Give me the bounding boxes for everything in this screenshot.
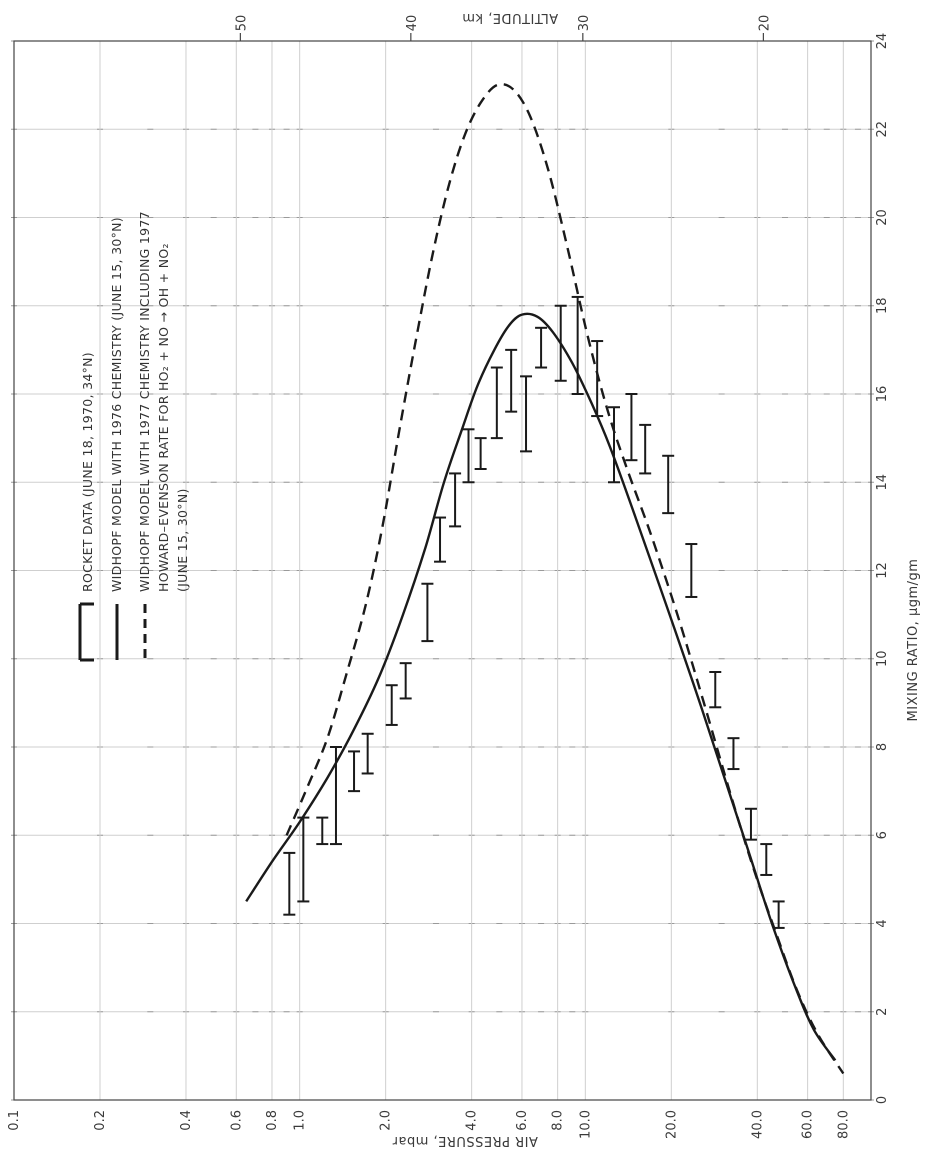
- x-tick-label: 24: [875, 33, 890, 50]
- x-tick-label: 6: [875, 831, 890, 839]
- y-tick-label: 2.0: [379, 1110, 394, 1131]
- series-1977-dashed-line: [285, 82, 845, 1075]
- rocket-error-bar: [399, 662, 412, 700]
- series-1976-solid-line: [245, 312, 837, 1061]
- rocket-data-error-bars: [283, 295, 785, 929]
- rocket-error-bar: [434, 516, 447, 563]
- series-layer: [245, 82, 845, 1075]
- rocket-error-bar: [316, 816, 329, 846]
- y2-axis-title: ALTITUDE, km: [462, 10, 558, 25]
- y-tick-label: 0.1: [7, 1110, 22, 1131]
- x-tick-label: 10: [875, 650, 890, 667]
- x-axis-title: MIXING RATIO, μgm/gm: [906, 559, 921, 722]
- y2-tick-label: 40: [405, 15, 420, 32]
- rocket-error-bar: [421, 582, 434, 643]
- y-tick-label: 0.8: [265, 1110, 280, 1131]
- rocket-error-bar: [385, 684, 398, 726]
- rocket-error-bar: [727, 737, 740, 771]
- x-tick-label: 20: [875, 209, 890, 226]
- rocket-error-bar: [348, 750, 361, 793]
- y-tick-label: 0.2: [93, 1110, 108, 1131]
- legend-label-howard-evenson: HOWARD–EVENSON RATE FOR HO₂ + NO → OH + …: [156, 243, 171, 592]
- rocket-error-bar: [283, 851, 296, 916]
- y-tick-label: 80.0: [836, 1110, 851, 1139]
- rocket-error-bar: [709, 670, 722, 709]
- legend-label-rocket: ROCKET DATA (JUNE 18, 1970, 34°N): [80, 352, 95, 592]
- y-tick-label: 60.0: [801, 1110, 816, 1139]
- grid-lines: [11, 40, 874, 1101]
- plot-frame: [13, 40, 872, 1101]
- legend-label-1977-date: (JUNE 15, 30°N): [175, 488, 190, 592]
- y-tick-label: 0.6: [229, 1110, 244, 1131]
- x-tick-label: 12: [875, 562, 890, 579]
- y-tick-label: 1.0: [293, 1110, 308, 1131]
- y-tick-label: 0.4: [179, 1110, 194, 1131]
- x-tick-label: 14: [875, 474, 890, 491]
- y-tick-label: 20.0: [664, 1110, 679, 1139]
- x-tick-label: 2: [875, 1008, 890, 1016]
- x-tick-label: 22: [875, 121, 890, 138]
- rocket-error-bar: [361, 732, 374, 775]
- rocket-error-bar: [329, 746, 342, 846]
- y2-tick-label: 20: [757, 15, 772, 32]
- y-axis-title: AIR PRESSURE, mbar: [392, 1133, 538, 1148]
- x-tick-label: 0: [875, 1096, 890, 1104]
- y-tick-label: 8.0: [551, 1110, 566, 1131]
- y2-tick-label: 50: [234, 15, 249, 32]
- rocket-error-bar: [474, 437, 487, 471]
- x-tick-label: 4: [875, 919, 890, 927]
- rocket-error-bar: [554, 304, 567, 382]
- y-tick-label: 10.0: [578, 1110, 593, 1139]
- legend-rocket-symbol: [78, 602, 94, 662]
- legend-label-1977: WIDHOPF MODEL WITH 1977 CHEMISTRY INCLUD…: [137, 211, 152, 592]
- rocket-error-bar: [535, 326, 548, 369]
- rocket-error-bar: [505, 348, 518, 413]
- x-tick-label: 16: [875, 386, 890, 403]
- y-tick-label: 40.0: [750, 1110, 765, 1139]
- y2-tick-label: 30: [577, 15, 592, 32]
- x-tick-label: 8: [875, 743, 890, 751]
- rocket-error-bar: [744, 807, 757, 841]
- rocket-error-bar: [772, 900, 785, 929]
- rocket-error-bar: [490, 366, 503, 440]
- rocket-error-bar: [608, 406, 621, 484]
- rocket-error-bar: [662, 454, 675, 515]
- rocket-error-bar: [297, 816, 310, 903]
- rocket-error-bar: [760, 843, 773, 876]
- rocket-error-bar: [462, 428, 475, 484]
- rocket-error-bar: [625, 393, 638, 462]
- rocket-error-bar: [449, 472, 462, 528]
- legend: ROCKET DATA (JUNE 18, 1970, 34°N) WIDHOP…: [78, 211, 190, 662]
- y-tick-label: 4.0: [465, 1110, 480, 1131]
- rocket-error-bar: [591, 340, 604, 418]
- x-tick-label: 18: [875, 297, 890, 314]
- rocket-error-bar: [685, 543, 698, 598]
- rocket-error-bar: [571, 295, 584, 395]
- rocket-error-bar: [639, 423, 652, 475]
- legend-label-1976: WIDHOPF MODEL WITH 1976 CHEMISTRY (JUNE …: [109, 217, 124, 592]
- rocket-error-bar: [520, 375, 533, 453]
- y-tick-label: 6.0: [515, 1110, 530, 1131]
